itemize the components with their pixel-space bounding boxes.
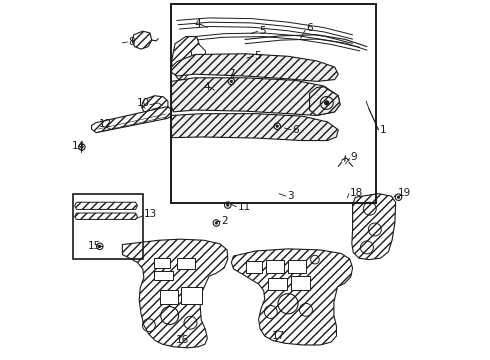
- Circle shape: [215, 222, 218, 224]
- Circle shape: [324, 101, 329, 105]
- Polygon shape: [74, 202, 137, 210]
- Text: 11: 11: [238, 202, 251, 212]
- Polygon shape: [92, 107, 172, 133]
- Polygon shape: [181, 287, 202, 304]
- Text: 4: 4: [204, 82, 210, 92]
- Text: 5: 5: [259, 26, 266, 36]
- Text: 6: 6: [293, 125, 299, 135]
- Polygon shape: [160, 291, 177, 304]
- Polygon shape: [132, 31, 152, 49]
- Text: 17: 17: [272, 331, 285, 341]
- Text: 12: 12: [98, 120, 112, 129]
- Polygon shape: [153, 271, 173, 280]
- Text: 18: 18: [350, 188, 363, 198]
- Polygon shape: [153, 258, 170, 268]
- Text: 10: 10: [137, 98, 150, 108]
- Polygon shape: [266, 260, 285, 273]
- Polygon shape: [172, 54, 338, 81]
- Text: 16: 16: [176, 334, 190, 345]
- Circle shape: [230, 80, 232, 82]
- Circle shape: [227, 204, 229, 206]
- Polygon shape: [122, 239, 228, 348]
- Text: 5: 5: [255, 51, 261, 61]
- Bar: [172, 4, 376, 203]
- Text: 1: 1: [379, 125, 386, 135]
- Polygon shape: [172, 78, 340, 116]
- Circle shape: [81, 146, 83, 148]
- Polygon shape: [288, 260, 306, 273]
- Polygon shape: [245, 261, 262, 273]
- Text: 7: 7: [228, 69, 234, 79]
- Polygon shape: [191, 44, 205, 72]
- Text: 6: 6: [307, 23, 313, 33]
- Text: 15: 15: [88, 241, 101, 251]
- Polygon shape: [269, 278, 287, 291]
- Bar: [73, 194, 143, 259]
- Circle shape: [98, 245, 101, 247]
- Text: 19: 19: [397, 188, 411, 198]
- Polygon shape: [291, 276, 310, 291]
- Polygon shape: [172, 37, 200, 80]
- Circle shape: [276, 125, 278, 127]
- Text: 13: 13: [144, 209, 157, 219]
- Text: 14: 14: [72, 141, 85, 151]
- Text: 3: 3: [287, 191, 294, 201]
- Text: 4: 4: [194, 19, 201, 29]
- Text: 8: 8: [128, 37, 135, 47]
- Circle shape: [397, 196, 399, 198]
- Polygon shape: [74, 213, 137, 220]
- Polygon shape: [231, 249, 353, 345]
- Polygon shape: [172, 114, 338, 140]
- Polygon shape: [310, 87, 340, 116]
- Polygon shape: [142, 96, 168, 116]
- Text: 9: 9: [351, 152, 357, 162]
- Text: 2: 2: [221, 216, 228, 226]
- Polygon shape: [352, 194, 395, 260]
- Polygon shape: [177, 258, 195, 269]
